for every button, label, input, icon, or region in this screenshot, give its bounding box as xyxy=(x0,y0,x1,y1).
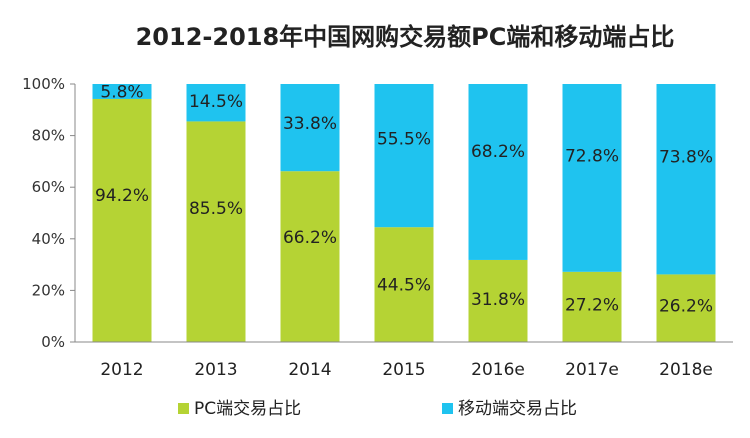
legend: PC端交易占比 移动端交易占比 xyxy=(178,399,577,419)
y-tick-label: 20% xyxy=(32,281,65,299)
legend-swatch xyxy=(442,403,453,414)
x-tick-label: 2012 xyxy=(100,360,143,380)
bars: 94.2% 5.8% 85.5% 14.5% 66.2% 33.8% 44.5% 55.5% 3… xyxy=(92,82,716,343)
bar-mobile xyxy=(656,84,716,275)
x-tick-label: 2013 xyxy=(194,360,237,380)
data-label-mobile: 73.8% xyxy=(659,147,713,167)
data-label-pc: 31.8% xyxy=(471,290,525,310)
data-label-pc: 66.2% xyxy=(283,228,337,248)
bar-pc xyxy=(468,259,528,342)
x-axis: 2012 2013 2014 2015 2016e 2017e 2018e xyxy=(75,341,733,380)
y-tick-label: 0% xyxy=(41,333,65,351)
bar-pc xyxy=(92,98,152,343)
chart-title: 2012-2018年中国网购交易额PC端和移动端占比 xyxy=(136,23,675,51)
y-tick-label: 40% xyxy=(32,230,65,248)
data-label-mobile: 72.8% xyxy=(565,146,619,166)
x-tick-label: 2017e xyxy=(565,360,619,380)
data-label-mobile: 68.2% xyxy=(471,142,525,162)
data-label-pc: 85.5% xyxy=(189,199,243,219)
bar-pc xyxy=(374,227,434,342)
bar-mobile xyxy=(92,84,152,99)
x-tick-label: 2015 xyxy=(382,360,425,380)
data-label-mobile: 33.8% xyxy=(283,114,337,134)
bar-pc xyxy=(280,171,340,342)
data-label-pc: 94.2% xyxy=(95,186,149,206)
data-label-pc: 27.2% xyxy=(565,295,619,315)
legend-swatch xyxy=(178,403,189,414)
data-label-mobile: 14.5% xyxy=(189,92,243,112)
bar-mobile xyxy=(186,84,246,122)
data-label-pc: 26.2% xyxy=(659,297,713,317)
y-tick-label: 60% xyxy=(32,178,65,196)
bar-mobile xyxy=(280,84,340,172)
bar-mobile xyxy=(562,84,622,272)
data-label-mobile: 55.5% xyxy=(377,129,431,149)
bar-mobile xyxy=(374,84,434,228)
legend-label: PC端交易占比 xyxy=(194,399,301,419)
x-tick-label: 2018e xyxy=(659,360,713,380)
bar-pc xyxy=(656,274,716,342)
bar-pc xyxy=(562,271,622,342)
y-tick-label: 100% xyxy=(22,75,65,93)
x-tick-label: 2016e xyxy=(471,360,525,380)
x-tick-label: 2014 xyxy=(288,360,331,380)
y-tick-label: 80% xyxy=(32,127,65,145)
bar-mobile xyxy=(468,84,528,260)
y-axis: 0% 20% 40% 60% 80% 100% xyxy=(22,75,76,351)
bar-pc xyxy=(186,121,246,342)
data-label-pc: 44.5% xyxy=(377,275,431,295)
legend-label: 移动端交易占比 xyxy=(458,399,577,419)
data-label-mobile: 5.8% xyxy=(100,82,143,102)
